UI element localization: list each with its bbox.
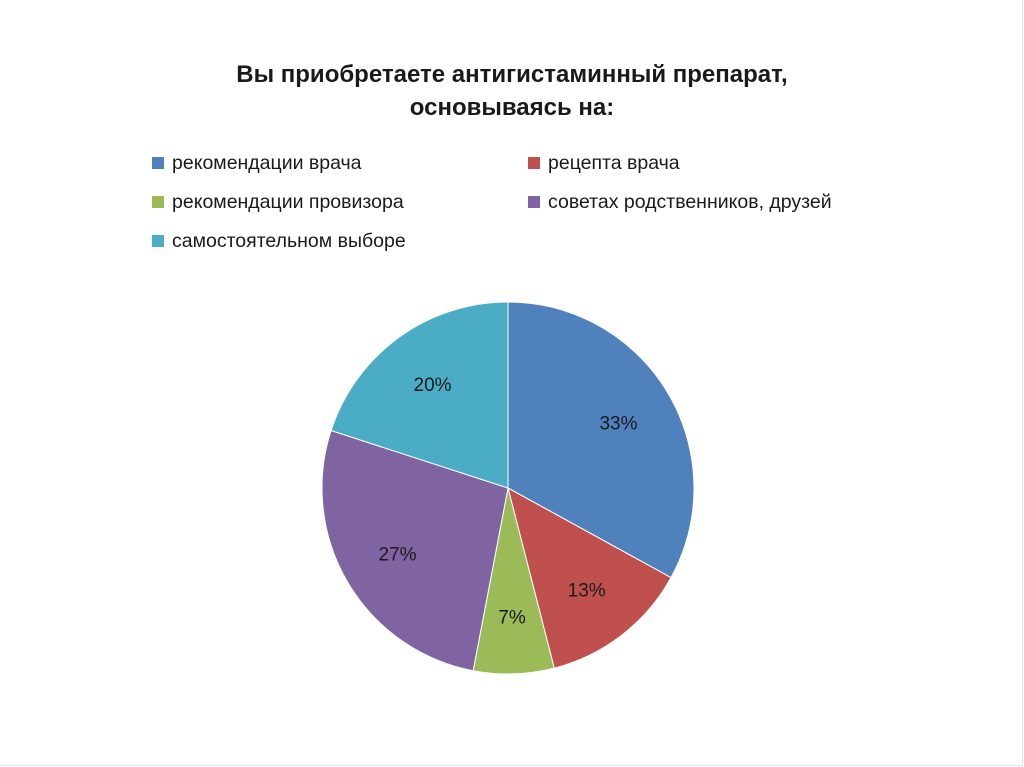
legend-label-self-choice: самостоятельном выборе [172, 229, 406, 252]
pie-label-pharmacist-recommendation: 7% [498, 607, 526, 628]
legend-label-doctor-recommendation: рекомендации врача [172, 151, 362, 174]
pie-label-self-choice: 20% [414, 375, 452, 396]
legend-label-relatives-advice: советах родственников, друзей [548, 190, 832, 213]
legend-swatch-self-choice [152, 235, 164, 247]
chart-title-line-1: Вы приобретаете антигистаминный препарат… [236, 61, 788, 88]
chart-title: Вы приобретаете антигистаминный препарат… [112, 58, 912, 124]
pie-label-doctor-recommendation: 33% [599, 414, 637, 435]
pie-slice-doctor-recommendation [507, 301, 695, 579]
pie-slices [321, 301, 695, 675]
pie-labels: 33% 13% 7% 27% 20% [379, 375, 638, 628]
pie-label-relatives-advice: 27% [379, 544, 417, 565]
legend-item-relatives-advice: советах родственников, друзей [528, 189, 832, 215]
legend-swatch-relatives-advice [528, 196, 540, 208]
legend-item-self-choice: самостоятельном выборе [152, 228, 406, 254]
pie-label-doctor-prescription: 13% [568, 580, 606, 601]
pie-slice-self-choice [330, 301, 509, 489]
pie-slice-relatives-advice [321, 429, 509, 672]
legend-swatch-doctor-prescription [528, 157, 540, 169]
legend-item-pharmacist-recommendation: рекомендации провизора [152, 189, 404, 215]
pie-slice-doctor-prescription [507, 487, 672, 669]
legend-item-doctor-prescription: рецепта врача [528, 150, 680, 176]
legend-item-doctor-recommendation: рекомендации врача [152, 150, 362, 176]
chart-title-line-2: основываясь на: [409, 94, 615, 121]
legend-swatch-pharmacist-recommendation [152, 196, 164, 208]
legend-label-pharmacist-recommendation: рекомендации провизора [172, 190, 404, 213]
legend-label-doctor-prescription: рецепта врача [548, 151, 680, 174]
legend-swatch-doctor-recommendation [152, 157, 164, 169]
